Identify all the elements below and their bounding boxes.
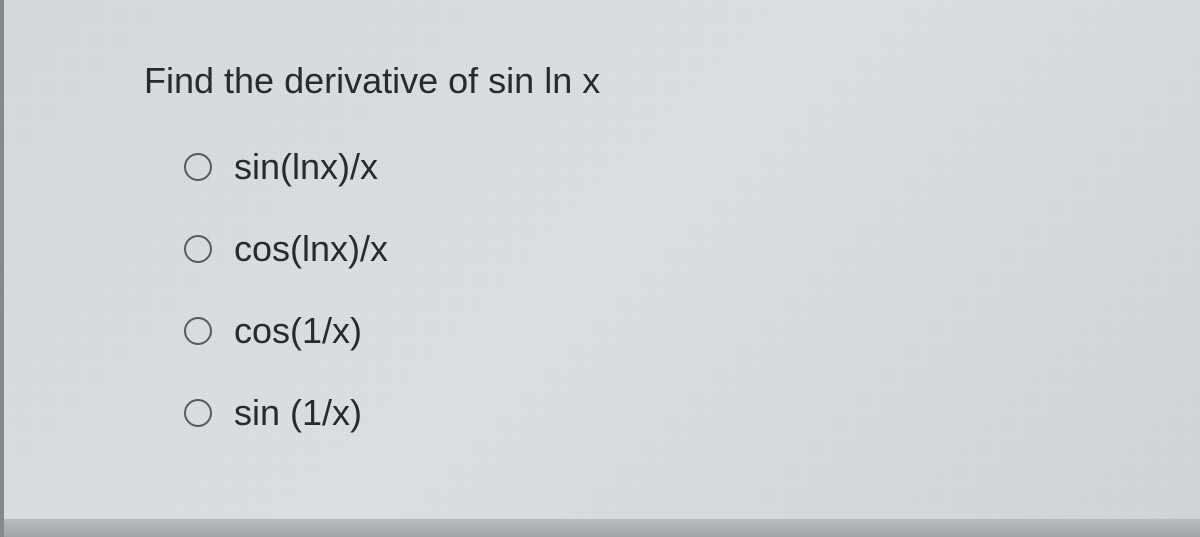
- question-container: Find the derivative of sin ln x sin(lnx)…: [0, 0, 1200, 537]
- radio-icon[interactable]: [184, 153, 212, 181]
- radio-icon[interactable]: [184, 399, 212, 427]
- option-item[interactable]: cos(lnx)/x: [184, 228, 1060, 270]
- option-item[interactable]: sin(lnx)/x: [184, 146, 1060, 188]
- option-label: cos(lnx)/x: [234, 228, 388, 270]
- radio-icon[interactable]: [184, 317, 212, 345]
- question-prompt: Find the derivative of sin ln x: [144, 60, 1060, 102]
- option-label: sin(lnx)/x: [234, 146, 378, 188]
- option-label: sin (1/x): [234, 392, 362, 434]
- bottom-edge: [4, 519, 1200, 537]
- option-item[interactable]: sin (1/x): [184, 392, 1060, 434]
- option-label: cos(1/x): [234, 310, 362, 352]
- radio-icon[interactable]: [184, 235, 212, 263]
- options-list: sin(lnx)/x cos(lnx)/x cos(1/x) sin (1/x): [144, 146, 1060, 434]
- option-item[interactable]: cos(1/x): [184, 310, 1060, 352]
